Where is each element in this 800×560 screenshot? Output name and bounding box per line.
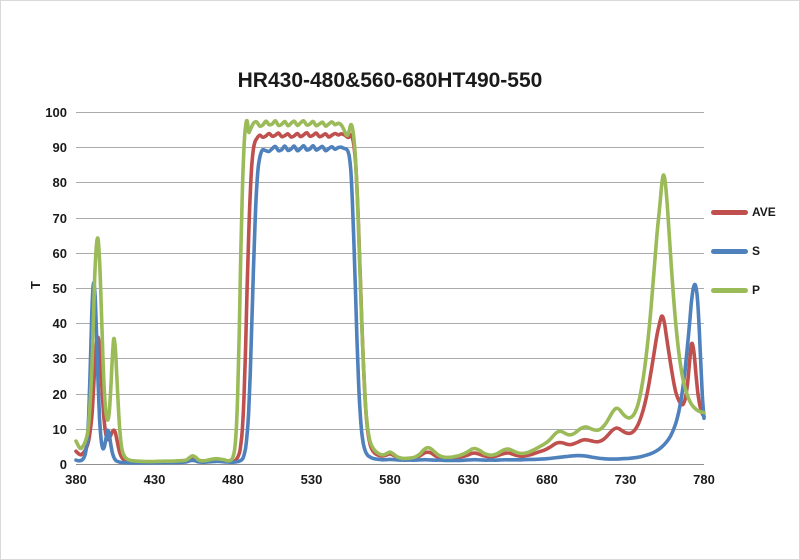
y-tick-label-60: 60 bbox=[53, 246, 67, 261]
x-tick-label-780: 780 bbox=[693, 472, 715, 487]
legend-label-s: S bbox=[752, 244, 761, 258]
legend-line-sample-s bbox=[711, 248, 748, 254]
legend-item-ave: AVE bbox=[711, 200, 776, 224]
legend-label-p: P bbox=[752, 283, 761, 297]
chart-title: HR430-480&560-680HT490-550 bbox=[237, 69, 543, 92]
legend-line-sample-p bbox=[711, 287, 748, 293]
x-tick-label-730: 730 bbox=[615, 472, 637, 487]
y-tick-label-20: 20 bbox=[53, 387, 67, 402]
x-tick-label-680: 680 bbox=[536, 472, 558, 487]
y-tick-label-0: 0 bbox=[60, 457, 67, 472]
y-tick-label-90: 90 bbox=[53, 140, 67, 155]
y-tick-label-30: 30 bbox=[53, 351, 67, 366]
x-tick-label-380: 380 bbox=[65, 472, 87, 487]
y-tick-label-50: 50 bbox=[53, 281, 67, 296]
y-tick-label-100: 100 bbox=[45, 105, 67, 120]
x-tick-label-580: 580 bbox=[379, 472, 401, 487]
y-axis-title: T bbox=[28, 281, 43, 289]
legend-item-s: S bbox=[711, 239, 776, 263]
legend-label-ave: AVE bbox=[752, 205, 776, 219]
legend-line-sample-ave bbox=[711, 209, 748, 215]
y-tick-label-40: 40 bbox=[53, 316, 67, 331]
x-tick-label-480: 480 bbox=[222, 472, 244, 487]
legend: AVE S P bbox=[711, 200, 776, 317]
y-tick-label-80: 80 bbox=[53, 175, 67, 190]
legend-item-p: P bbox=[711, 278, 776, 302]
y-tick-label-10: 10 bbox=[53, 422, 67, 437]
x-tick-label-630: 630 bbox=[458, 472, 480, 487]
series-line-p bbox=[74, 118, 706, 464]
y-tick-label-70: 70 bbox=[53, 211, 67, 226]
x-tick-label-530: 530 bbox=[301, 472, 323, 487]
x-tick-label-430: 430 bbox=[144, 472, 166, 487]
